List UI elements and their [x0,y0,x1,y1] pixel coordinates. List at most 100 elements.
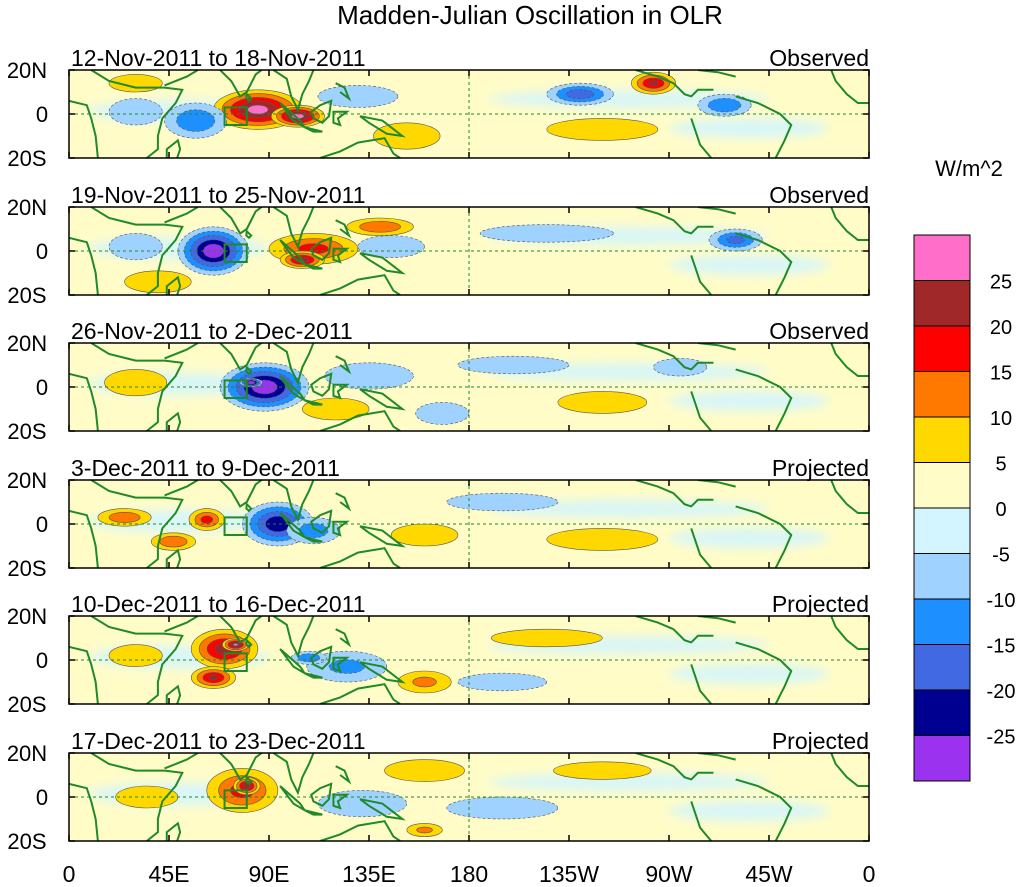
sri-lanka [245,775,253,786]
arabia-coast [164,753,199,770]
x-tick-label: 180 [450,861,488,887]
arabia-coast [164,616,199,633]
philippines [335,765,352,785]
anomaly-contour [648,80,659,86]
west-africa-coast [830,70,869,104]
lat-label: 0 [36,512,48,537]
indochina-coast [272,753,315,796]
coastlines [69,207,869,295]
java [304,263,323,270]
anomaly-contour [317,85,399,108]
borneo [310,372,333,398]
panels-group: 20N 0 20S 12-Nov-2011 to 18-Nov-2011 Observe… [7,45,870,854]
panel-date-label: 26-Nov-2011 to 2-Dec-2011 [71,318,353,344]
south-america-west [690,255,712,295]
anomaly-contour [359,221,401,233]
africa-west-coast [69,509,99,568]
lat-label: 0 [36,785,48,810]
sulawesi [332,247,350,264]
lat-label: 20S [7,556,46,581]
units-label: W/m^2 [935,156,1003,181]
panel-date-label: 3-Dec-2011 to 9-Dec-2011 [71,455,340,481]
anomaly-field [89,759,829,837]
borneo [310,236,333,262]
colorbar-swatch [913,689,971,736]
lat-label: 20N [7,331,47,356]
australia-coast [319,683,401,704]
borneo [310,645,333,671]
africa-coast [90,343,184,431]
madagascar [165,684,182,704]
panel-5: 20N 0 20S 10-Dec-2011 to 16-Dec-2011 Project… [7,591,870,717]
wash-patch [489,500,769,518]
anomaly-contour [200,515,214,524]
anomaly-contour [446,796,559,820]
colorbar-label: 20 [990,317,1012,339]
anomaly-contour [176,109,216,132]
new-guinea [359,252,406,275]
anomaly-contour [357,235,425,258]
south-america-west [690,391,712,431]
anomaly-contour [726,236,745,244]
colorbar-label: -5 [992,545,1010,567]
australia-coast [319,137,401,158]
australia-coast [319,820,401,841]
reference-box [223,379,248,399]
india-coast [219,207,264,235]
australia-coast [319,410,401,431]
borneo [310,782,333,808]
colorbar-swatch [913,553,971,600]
colorbar-label: -15 [987,636,1016,658]
west-africa-coast [830,207,869,241]
lat-label: 20S [7,146,46,171]
panel-2: 20N 0 20S 19-Nov-2011 to 25-Nov-2011 Observe… [7,182,870,308]
colorbar-swatch [913,644,971,691]
x-tick-label: 90E [249,861,290,887]
java [304,809,323,816]
africa-coast [90,70,184,158]
anomaly-contour [653,358,708,377]
panel-status-label: Observed [769,318,869,344]
colorbar-swatch [913,598,971,645]
colorbar-label: 0 [995,499,1006,521]
philippines [335,219,352,239]
indochina-coast [272,480,315,523]
anomaly-contour [390,523,459,547]
lat-label: 20N [7,741,47,766]
panel-6: 20N 0 20S 17-Dec-2011 to 23-Dec-2011 Project… [7,728,870,854]
south-america-west [690,801,712,841]
philippines [335,628,352,648]
panel-date-label: 12-Nov-2011 to 18-Nov-2011 [71,45,366,71]
new-guinea [359,798,406,821]
anomaly-contour [208,674,219,681]
x-tick-label: 90W [645,861,693,887]
lat-label: 20S [7,692,46,717]
panel-status-label: Observed [769,45,869,71]
south-america-east [735,505,793,568]
madagascar [165,275,182,295]
sri-lanka [245,92,253,103]
west-africa-coast [830,616,869,650]
panel-status-label: Observed [769,182,869,208]
sri-lanka [245,502,253,513]
africa-coast [90,753,184,841]
borneo [310,99,333,125]
madagascar [165,138,182,158]
chart-title: Madden-Julian Oscillation in OLR [337,0,723,30]
west-africa-coast [830,343,869,377]
philippines [335,82,352,102]
colorbar-swatch [913,735,971,782]
lat-label: 20N [7,195,47,220]
africa-coast [90,480,184,568]
coastlines [69,616,869,704]
australia-coast [319,547,401,568]
central-america-coast [635,616,714,644]
lat-label: 20N [7,604,47,629]
anomaly-contour [384,759,465,782]
lat-label: 0 [36,648,48,673]
x-axis: 0 45E 90E 135E 180 135W 90W 45W 0 [63,861,876,887]
philippines [335,492,352,512]
panel-date-label: 19-Nov-2011 to 25-Nov-2011 [71,182,366,208]
anomaly-contour [415,402,470,425]
java [304,126,323,133]
